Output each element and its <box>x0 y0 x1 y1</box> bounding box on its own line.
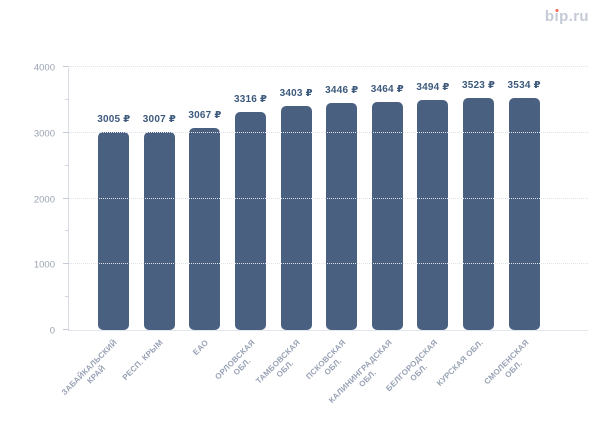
bar[interactable] <box>371 102 403 330</box>
logo-i-stem: ı <box>554 8 560 25</box>
bar-value-label: 3316 ₽ <box>233 93 268 105</box>
bar-band: 3464 ₽ <box>365 68 411 330</box>
y-axis-tick-label: 1000 <box>33 259 55 271</box>
y-tick-minor <box>65 230 69 232</box>
brand-logo[interactable]: bı p.ru <box>545 8 589 25</box>
bar-value-label: 3523 ₽ <box>461 80 496 92</box>
bar-band: 3316 ₽ <box>228 68 274 330</box>
x-axis-label: РЕСП. КРЫМ <box>120 338 165 383</box>
bar-band: 3446 ₽ <box>319 68 365 330</box>
bar-value-label: 3005 ₽ <box>97 114 131 126</box>
bar[interactable] <box>508 97 540 330</box>
x-axis-labels: ЗАБАЙКАЛЬСКИЙ КРАЙ РЕСП. КРЫМ ЕАО ОРЛОВСКАЯ… <box>0 338 600 427</box>
y-tick-major <box>63 329 69 330</box>
y-tick-minor <box>65 164 69 166</box>
gridline <box>69 197 588 199</box>
bar[interactable] <box>463 98 495 330</box>
bar-band: 3067 ₽ <box>182 68 228 330</box>
bars-container: 3005 ₽ 3007 ₽ 3067 ₽ 3316 ₽ 3403 ₽ 3446 ₽ 3464… <box>91 68 547 330</box>
y-axis-tick-label: 0 <box>49 325 55 337</box>
bar[interactable] <box>326 103 358 330</box>
bar[interactable] <box>98 132 130 330</box>
bar-band: 3005 ₽ <box>91 68 137 330</box>
bar[interactable] <box>143 132 175 330</box>
logo-text-b: b <box>544 8 555 25</box>
bar[interactable] <box>235 111 267 330</box>
logo-i-dot <box>555 9 559 12</box>
gridline <box>69 66 588 67</box>
y-axis-tick-label: 3000 <box>33 128 55 140</box>
plot-area: 3005 ₽ 3007 ₽ 3067 ₽ 3316 ₽ 3403 ₽ 3446 ₽ 3464… <box>63 66 588 331</box>
y-axis-tick-label: 4000 <box>33 62 55 74</box>
gridline <box>69 131 588 133</box>
bar-band: 3523 ₽ <box>456 68 502 330</box>
gridline <box>69 263 588 265</box>
y-tick-minor <box>65 296 69 298</box>
bar-value-label: 3494 ₽ <box>416 82 450 94</box>
y-tick-major <box>63 197 69 199</box>
y-tick-major <box>63 131 69 133</box>
bar-band: 3007 ₽ <box>137 68 183 330</box>
x-axis-label: ТАМБОВСКАЯ ОБЛ. <box>254 338 303 386</box>
bar[interactable] <box>417 100 449 330</box>
y-tick-minor <box>65 98 69 100</box>
x-axis-label: КУРСКАЯ ОБЛ. <box>434 338 485 388</box>
bar-band: 3534 ₽ <box>501 68 547 330</box>
bar-value-label: 3446 ₽ <box>325 85 359 97</box>
y-tick-major <box>63 263 69 265</box>
bar-band: 3403 ₽ <box>273 68 319 330</box>
bar-value-label: 3007 ₽ <box>142 114 176 126</box>
y-axis-tick-label: 2000 <box>33 194 55 205</box>
bar[interactable] <box>189 128 221 330</box>
bar-band: 3494 ₽ <box>410 68 456 330</box>
x-axis-label: СМОЛЕНСКАЯ ОБЛ. <box>482 338 531 387</box>
bar-value-label: 3403 ₽ <box>279 88 313 100</box>
x-axis-label: ЕАО <box>191 338 211 357</box>
x-axis-label: ЗАБАЙКАЛЬСКИЙ КРАЙ <box>60 338 120 398</box>
bar[interactable] <box>280 106 312 330</box>
y-axis-labels: 0 1000 2000 3000 4000 <box>0 63 62 337</box>
y-tick-major <box>63 66 69 67</box>
bar-value-label: 3464 ₽ <box>370 84 404 96</box>
logo-letter-i: ı <box>554 8 559 25</box>
bar-value-label: 3534 ₽ <box>507 79 541 91</box>
bar-value-label: 3067 ₽ <box>188 110 222 122</box>
logo-text-rest: p.ru <box>559 8 589 25</box>
